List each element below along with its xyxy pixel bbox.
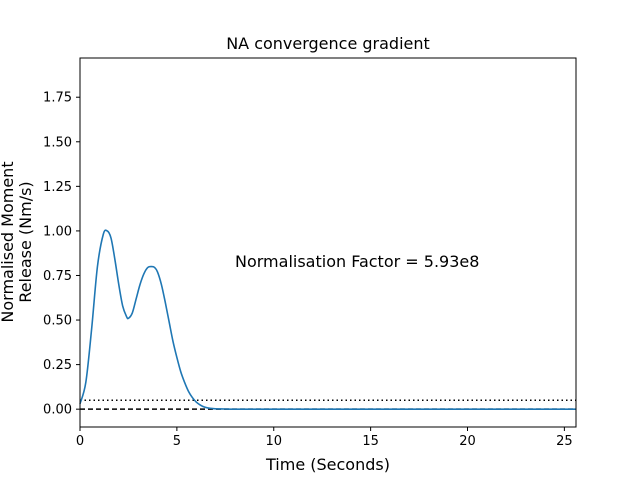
x-tick-label: 20 bbox=[459, 434, 476, 449]
x-axis-label: Time (Seconds) bbox=[265, 455, 390, 474]
normalisation-annotation: Normalisation Factor = 5.93e8 bbox=[235, 252, 479, 271]
x-tick-label: 15 bbox=[362, 434, 379, 449]
x-tick-label: 10 bbox=[265, 434, 282, 449]
y-tick-label: 1.25 bbox=[43, 180, 72, 195]
y-tick-label: 0.50 bbox=[43, 314, 72, 329]
x-tick-label: 25 bbox=[556, 434, 573, 449]
x-tick-label: 5 bbox=[173, 434, 181, 449]
y-axis-label-line-1: Normalised Moment bbox=[0, 161, 17, 322]
x-tick-label: 0 bbox=[76, 434, 84, 449]
y-tick-label: 0.75 bbox=[43, 269, 72, 284]
y-axis-label-line-2: Release (Nm/s) bbox=[16, 181, 35, 302]
series-line bbox=[79, 229, 576, 410]
y-tick-label: 0.00 bbox=[43, 403, 72, 418]
chart-title: NA convergence gradient bbox=[226, 34, 430, 53]
y-tick-label: 1.00 bbox=[43, 224, 72, 239]
y-tick-label: 1.75 bbox=[43, 91, 72, 106]
y-tick-label: 1.50 bbox=[43, 135, 72, 150]
x-axis-ticks: 0 5 10 15 20 25 bbox=[76, 427, 573, 449]
plot-area bbox=[80, 58, 576, 427]
y-tick-label: 0.25 bbox=[43, 358, 72, 373]
series-layer bbox=[79, 229, 576, 410]
plot-frame bbox=[79, 57, 577, 428]
y-axis-ticks: 0.00 0.25 0.50 0.75 1.00 1.25 1.50 1.75 bbox=[43, 91, 80, 418]
